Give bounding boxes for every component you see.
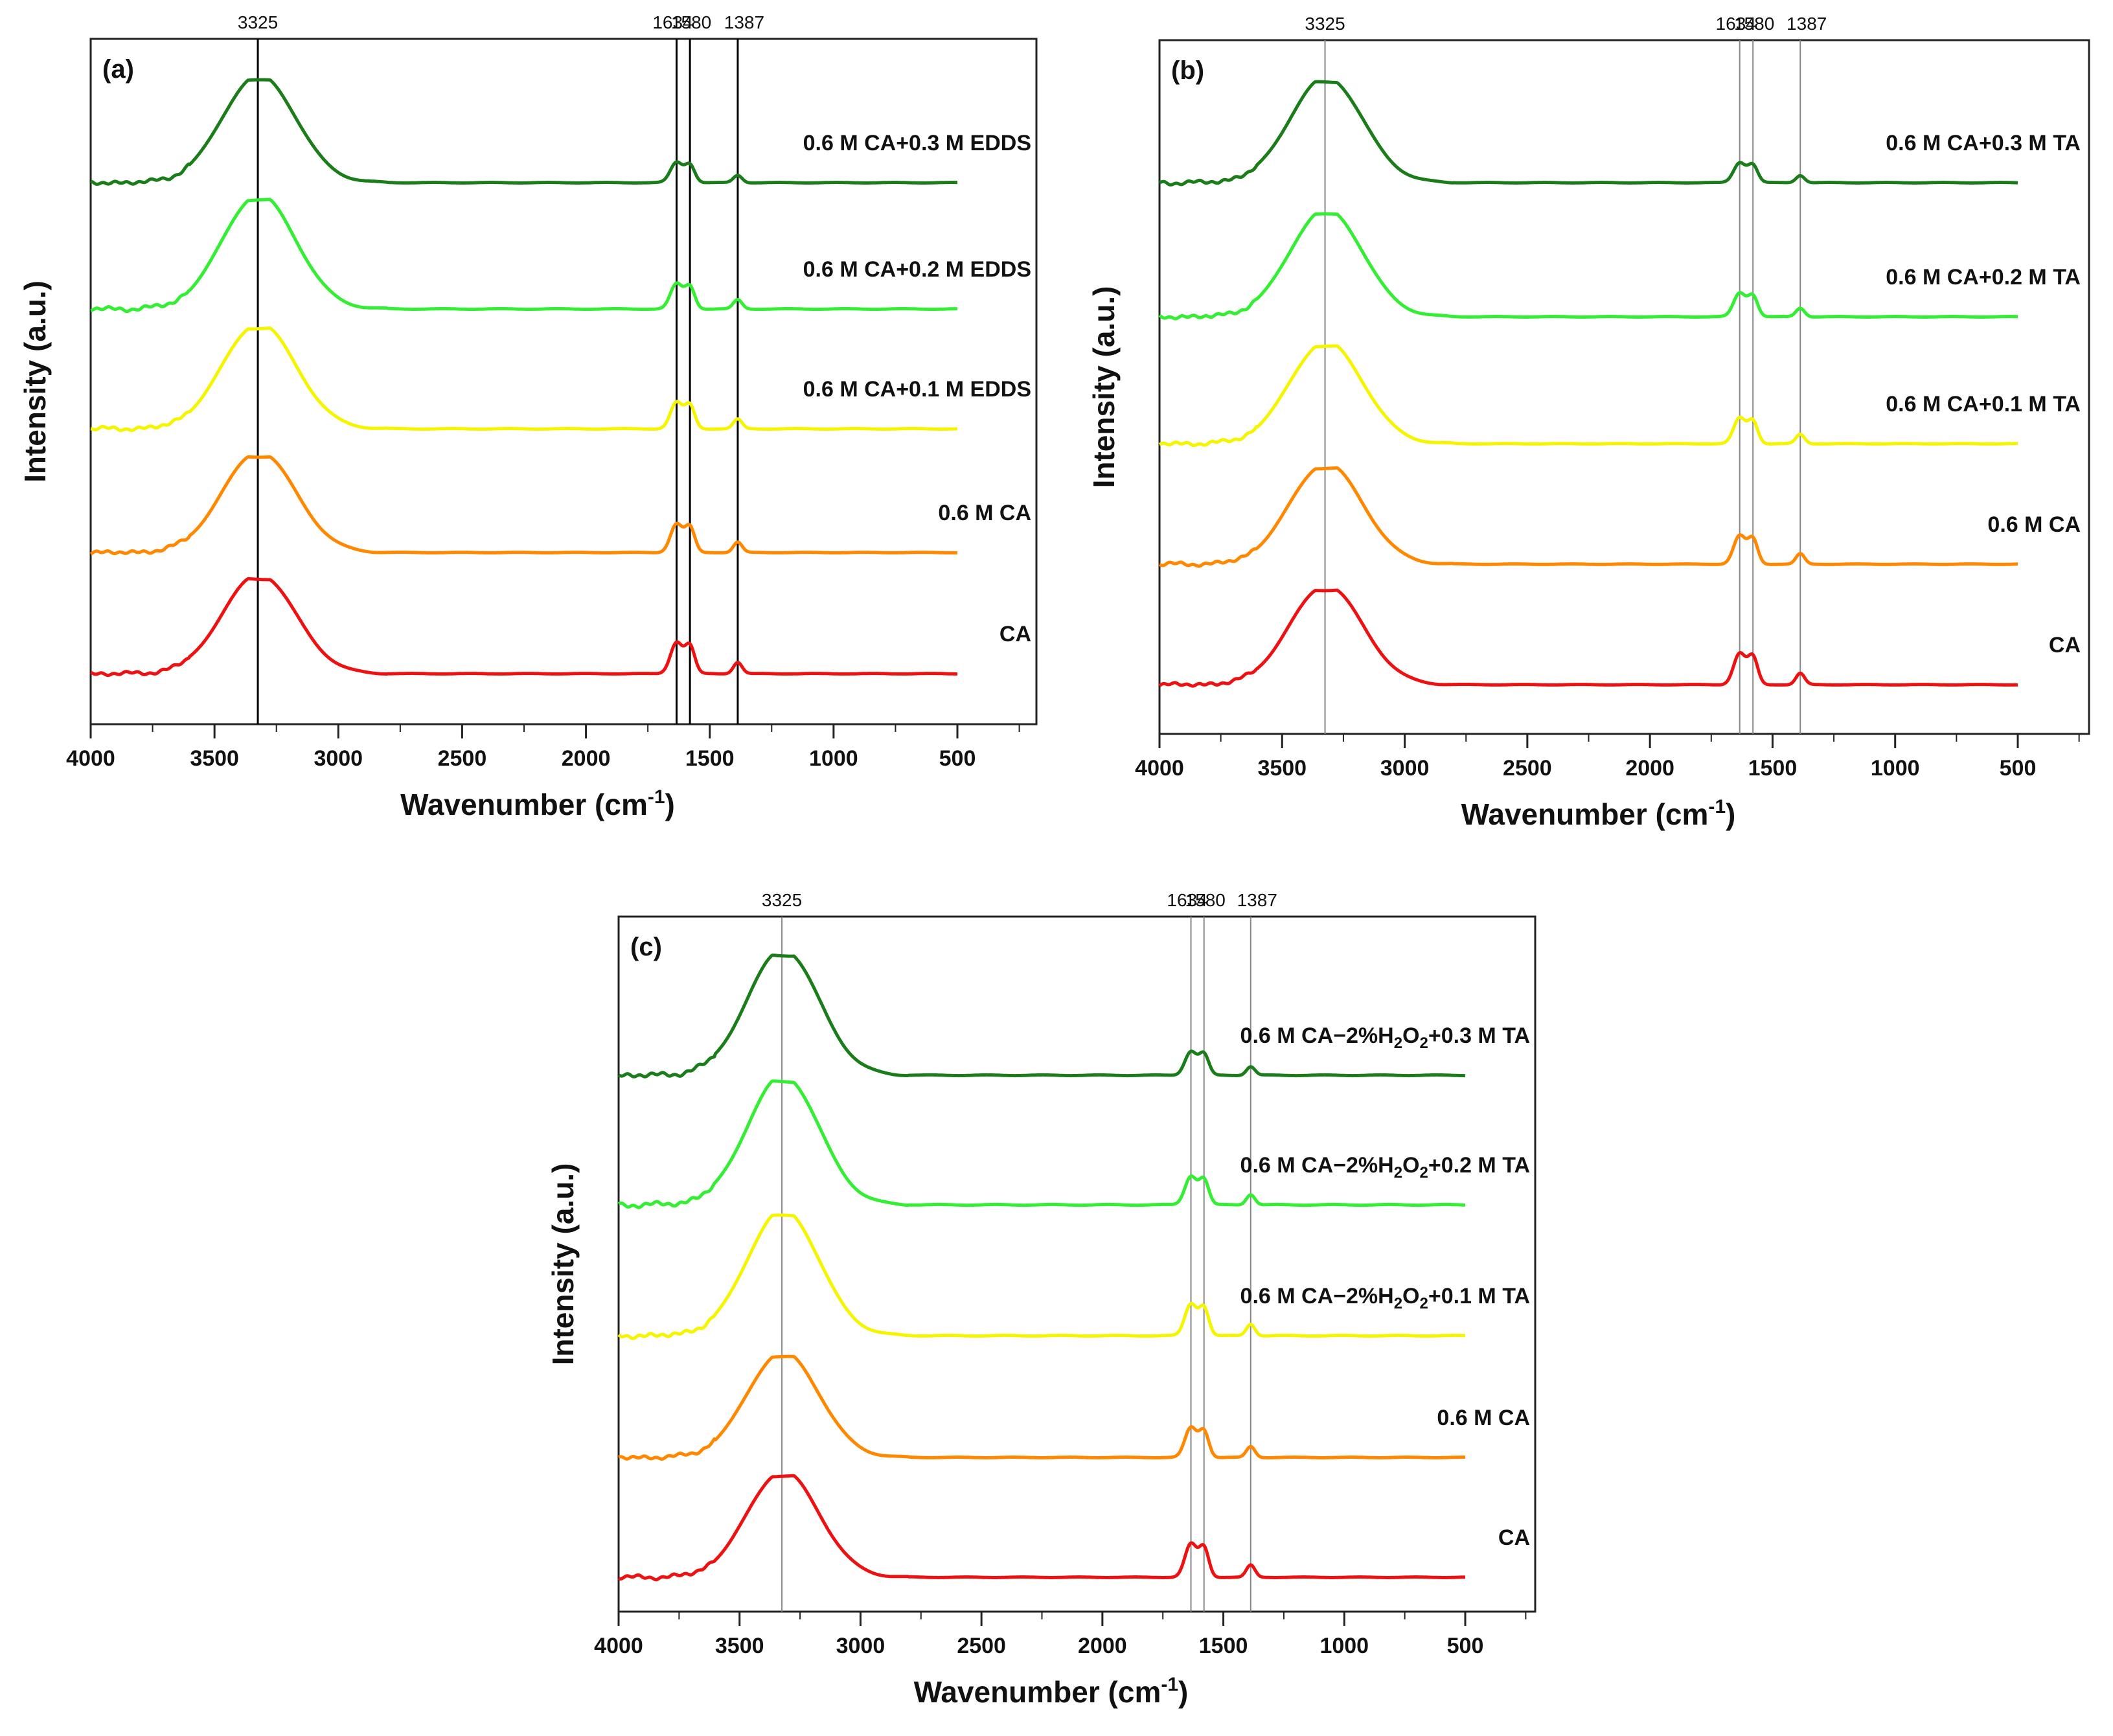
series-label: 0.6 M CA — [1987, 512, 2081, 537]
x-tick-label: 3500 — [1257, 756, 1307, 781]
reference-label: 1634 — [1167, 890, 1207, 910]
x-axis-label: Wavenumber (cm-1) — [914, 1674, 1189, 1709]
plot-frame — [1158, 39, 2090, 735]
x-tick-label: 500 — [939, 746, 976, 771]
series-label: 0.6 M CA+0.2 M EDDS — [803, 257, 1031, 282]
series-line-0 — [90, 78, 958, 186]
x-axis-label: Wavenumber (cm-1) — [1461, 796, 1736, 831]
x-tick-label: 1500 — [1748, 756, 1798, 781]
reference-label: 3325 — [238, 12, 278, 32]
x-tick-label: 1000 — [809, 746, 858, 771]
series-label: 0.6 M CA−2%H2O2+0.2 M TA — [1240, 1153, 1530, 1182]
series-label: 0.6 M CA — [938, 501, 1031, 525]
series-line-1 — [90, 198, 958, 314]
reference-label: 3325 — [1305, 14, 1345, 34]
series-label: 0.6 M CA−2%H2O2+0.1 M TA — [1240, 1284, 1530, 1312]
x-tick-label: 3000 — [1380, 756, 1430, 781]
x-tick-label: 3500 — [715, 1634, 764, 1658]
panel-label: (a) — [102, 55, 134, 84]
series-label: CA — [1498, 1525, 1530, 1550]
x-tick-label: 2000 — [562, 746, 611, 771]
series-line-4 — [90, 577, 958, 678]
x-tick-label: 3500 — [190, 746, 239, 771]
series-label: CA — [2049, 633, 2081, 657]
reference-label: 3325 — [762, 890, 802, 910]
series-line-0 — [1159, 80, 2018, 187]
reference-label: 1387 — [1237, 890, 1277, 910]
series-line-3 — [618, 1354, 1466, 1461]
series-line-3 — [89, 455, 958, 556]
x-tick-label: 2500 — [957, 1634, 1006, 1658]
x-tick-label: 2000 — [1078, 1634, 1127, 1658]
panel-label: (b) — [1171, 56, 1204, 85]
x-tick-label: 3000 — [314, 746, 363, 771]
plot-frame — [617, 915, 1536, 1613]
series-label: 0.6 M CA−2%H2O2+0.3 M TA — [1240, 1023, 1530, 1052]
x-tick-label: 4000 — [1135, 756, 1184, 781]
x-tick-label: 1000 — [1871, 756, 1920, 781]
y-axis-label: Intensity (a.u.) — [18, 280, 52, 483]
series-line-1 — [1158, 212, 2018, 321]
series-line-2 — [1158, 344, 2018, 448]
reference-label: 1387 — [1787, 14, 1827, 34]
x-tick-label: 1500 — [1199, 1634, 1248, 1658]
x-tick-label: 500 — [1447, 1634, 1484, 1658]
series-line-4 — [1158, 588, 2018, 688]
plot-frame — [89, 38, 1038, 725]
series-line-2 — [617, 1213, 1466, 1340]
x-tick-label: 500 — [2000, 756, 2037, 781]
reference-label: 1634 — [652, 12, 692, 32]
series-line-1 — [617, 1079, 1466, 1209]
y-axis-label: Intensity (a.u.) — [546, 1163, 580, 1365]
series-label: 0.6 M CA — [1437, 1406, 1530, 1430]
series-label: 0.6 M CA+0.1 M TA — [1886, 392, 2081, 417]
series-label: CA — [999, 622, 1031, 646]
series-line-2 — [90, 326, 958, 432]
series-line-0 — [617, 954, 1466, 1079]
series-label: 0.6 M CA+0.3 M TA — [1886, 131, 2081, 155]
series-line-4 — [618, 1474, 1466, 1582]
reference-label: 1580 — [1734, 14, 1774, 34]
reference-label: 1634 — [1716, 14, 1756, 34]
x-tick-label: 2500 — [438, 746, 487, 771]
x-tick-label: 2000 — [1625, 756, 1674, 781]
reference-label: 1580 — [1185, 890, 1226, 910]
x-tick-label: 4000 — [66, 746, 115, 771]
x-tick-label: 4000 — [594, 1634, 643, 1658]
series-label: 0.6 M CA+0.1 M EDDS — [803, 377, 1031, 402]
series-line-3 — [1159, 466, 2018, 568]
x-tick-label: 1000 — [1319, 1634, 1369, 1658]
x-tick-label: 3000 — [836, 1634, 885, 1658]
reference-label: 1580 — [671, 12, 711, 32]
y-axis-label: Intensity (a.u.) — [1087, 286, 1121, 488]
series-label: 0.6 M CA+0.2 M TA — [1886, 265, 2081, 290]
panel-label: (c) — [630, 933, 662, 961]
x-tick-label: 1500 — [685, 746, 735, 771]
series-label: 0.6 M CA+0.3 M EDDS — [803, 131, 1031, 155]
x-tick-label: 2500 — [1503, 756, 1552, 781]
reference-label: 1387 — [724, 12, 764, 32]
x-axis-label: Wavenumber (cm-1) — [400, 786, 675, 821]
